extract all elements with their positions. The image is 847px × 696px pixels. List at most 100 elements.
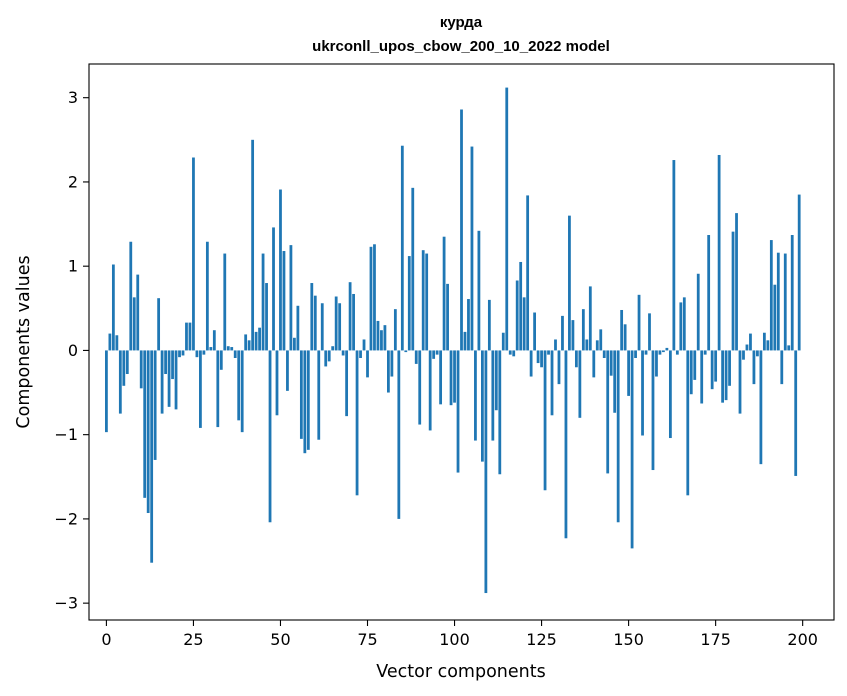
bar xyxy=(717,154,721,351)
bar xyxy=(602,350,606,358)
bar xyxy=(400,145,404,351)
bar xyxy=(380,330,383,351)
bar xyxy=(199,350,202,428)
bar xyxy=(557,350,561,385)
y-tick-label: −1 xyxy=(54,425,78,444)
bar xyxy=(390,350,394,377)
x-tick-label: 25 xyxy=(183,630,203,649)
bar xyxy=(689,350,693,395)
bar xyxy=(296,305,300,351)
bar xyxy=(585,339,589,351)
bar xyxy=(251,139,255,351)
bar xyxy=(348,282,352,351)
bar xyxy=(425,253,429,351)
bar xyxy=(540,350,543,368)
bar xyxy=(132,297,136,351)
bar xyxy=(564,350,568,539)
bar xyxy=(651,350,655,471)
bar xyxy=(111,264,115,351)
bar xyxy=(286,350,289,391)
bar xyxy=(209,347,213,351)
bar xyxy=(578,350,582,418)
bar xyxy=(675,350,679,355)
bar xyxy=(289,245,293,351)
bar xyxy=(787,345,791,351)
bar xyxy=(171,350,174,380)
bar xyxy=(244,334,248,351)
bar xyxy=(202,350,206,355)
bar xyxy=(512,350,516,357)
bar xyxy=(728,350,731,386)
bar xyxy=(157,298,161,351)
x-axis-label: Vector components xyxy=(376,662,545,682)
bar xyxy=(345,350,349,417)
y-tick-label: 0 xyxy=(68,341,78,360)
bar xyxy=(272,227,275,351)
bar xyxy=(212,330,216,351)
bar xyxy=(568,215,571,351)
bar xyxy=(776,252,780,351)
bar xyxy=(237,350,241,421)
bar xyxy=(501,332,505,351)
bar xyxy=(362,339,366,351)
bar xyxy=(122,350,126,386)
bar xyxy=(303,350,307,454)
bar xyxy=(293,337,296,351)
bar xyxy=(648,313,651,351)
bar xyxy=(310,283,314,351)
bar xyxy=(623,324,627,351)
bar xyxy=(644,350,648,355)
bar xyxy=(240,350,244,433)
bar xyxy=(178,350,181,358)
bar xyxy=(494,350,498,411)
bar xyxy=(153,350,157,460)
bar xyxy=(707,235,711,351)
bar xyxy=(634,350,637,358)
bar xyxy=(216,350,220,428)
bar xyxy=(421,250,425,351)
bar xyxy=(749,333,752,351)
bar xyxy=(279,189,282,351)
bar xyxy=(630,350,634,549)
bar xyxy=(536,350,540,364)
bar xyxy=(616,350,620,523)
bar xyxy=(247,340,251,351)
x-tick-label: 50 xyxy=(270,630,290,649)
bar xyxy=(373,244,376,351)
bar xyxy=(383,325,387,351)
bar xyxy=(275,350,279,416)
bar xyxy=(369,246,373,351)
bar xyxy=(498,350,502,475)
bar xyxy=(446,283,449,351)
bar xyxy=(665,347,669,351)
bar xyxy=(219,350,223,370)
y-tick-label: −3 xyxy=(54,594,78,613)
bar xyxy=(233,350,237,358)
x-tick-label: 75 xyxy=(357,630,377,649)
bar xyxy=(522,297,526,351)
bar xyxy=(376,320,380,351)
bar xyxy=(481,350,484,462)
bar xyxy=(449,350,453,406)
bar xyxy=(731,231,735,351)
bar xyxy=(641,350,644,436)
bar xyxy=(543,350,547,491)
bar xyxy=(682,297,686,351)
bar xyxy=(254,331,258,351)
bar xyxy=(609,350,613,376)
bar xyxy=(320,303,324,351)
bar xyxy=(783,253,787,351)
bar xyxy=(139,350,143,389)
bar xyxy=(700,350,704,404)
bar xyxy=(115,335,119,351)
bar xyxy=(334,296,338,351)
bar xyxy=(515,280,519,351)
bar xyxy=(467,299,470,351)
bar xyxy=(407,256,411,351)
bar xyxy=(404,350,408,353)
bar xyxy=(766,340,770,351)
bar xyxy=(306,350,310,450)
bar xyxy=(762,332,766,351)
y-axis-ticks: −3 −2 −1 0 1 2 3 xyxy=(54,88,89,613)
bar xyxy=(338,303,342,351)
